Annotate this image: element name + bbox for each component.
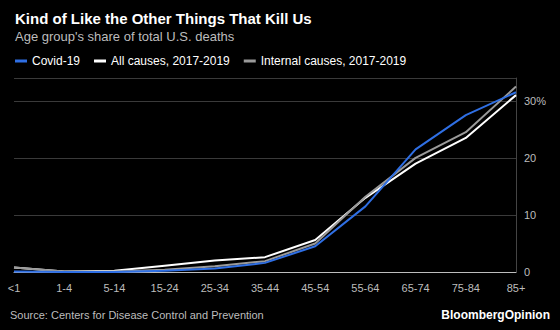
svg-text:5-14: 5-14 xyxy=(103,282,125,294)
svg-text:55-64: 55-64 xyxy=(351,282,379,294)
svg-text:35-44: 35-44 xyxy=(251,282,279,294)
svg-text:65-74: 65-74 xyxy=(402,282,430,294)
svg-text:85+: 85+ xyxy=(507,282,526,294)
svg-text:25-34: 25-34 xyxy=(201,282,229,294)
svg-text:Age group's share of total U.S: Age group's share of total U.S. deaths xyxy=(15,29,235,44)
svg-text:Kind of Like the Other Things: Kind of Like the Other Things That Kill … xyxy=(15,10,312,27)
svg-text:45-54: 45-54 xyxy=(301,282,329,294)
svg-text:75-84: 75-84 xyxy=(452,282,480,294)
svg-text:15-24: 15-24 xyxy=(151,282,179,294)
svg-text:Internal causes, 2017-2019: Internal causes, 2017-2019 xyxy=(261,54,407,68)
svg-text:BloombergOpinion: BloombergOpinion xyxy=(441,308,550,322)
svg-text:Covid-19: Covid-19 xyxy=(32,54,80,68)
svg-text:1-4: 1-4 xyxy=(56,282,72,294)
svg-text:<1: <1 xyxy=(8,282,21,294)
svg-text:30%: 30% xyxy=(524,95,546,107)
svg-text:Source: Centers for Disease Co: Source: Centers for Disease Control and … xyxy=(10,309,264,321)
svg-text:0: 0 xyxy=(524,266,530,278)
svg-text:10: 10 xyxy=(524,209,536,221)
svg-text:All causes, 2017-2019: All causes, 2017-2019 xyxy=(111,54,230,68)
svg-text:20: 20 xyxy=(524,152,536,164)
